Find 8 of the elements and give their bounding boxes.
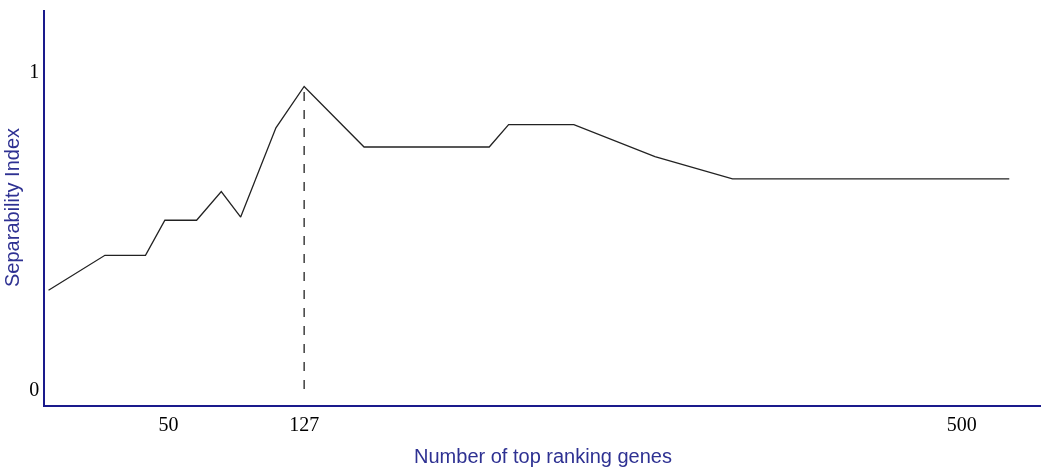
x-tick-label: 50 [158,412,179,435]
y-axis-title: Separability Index [1,128,24,287]
y-tick-label: 1 [29,59,40,82]
y-tick-label: 0 [29,378,40,401]
line-series [47,85,1010,291]
x-tick-label: 500 [946,412,977,435]
x-tick-label: 127 [289,412,320,435]
x-axis-title: Number of top ranking genes [414,444,672,467]
